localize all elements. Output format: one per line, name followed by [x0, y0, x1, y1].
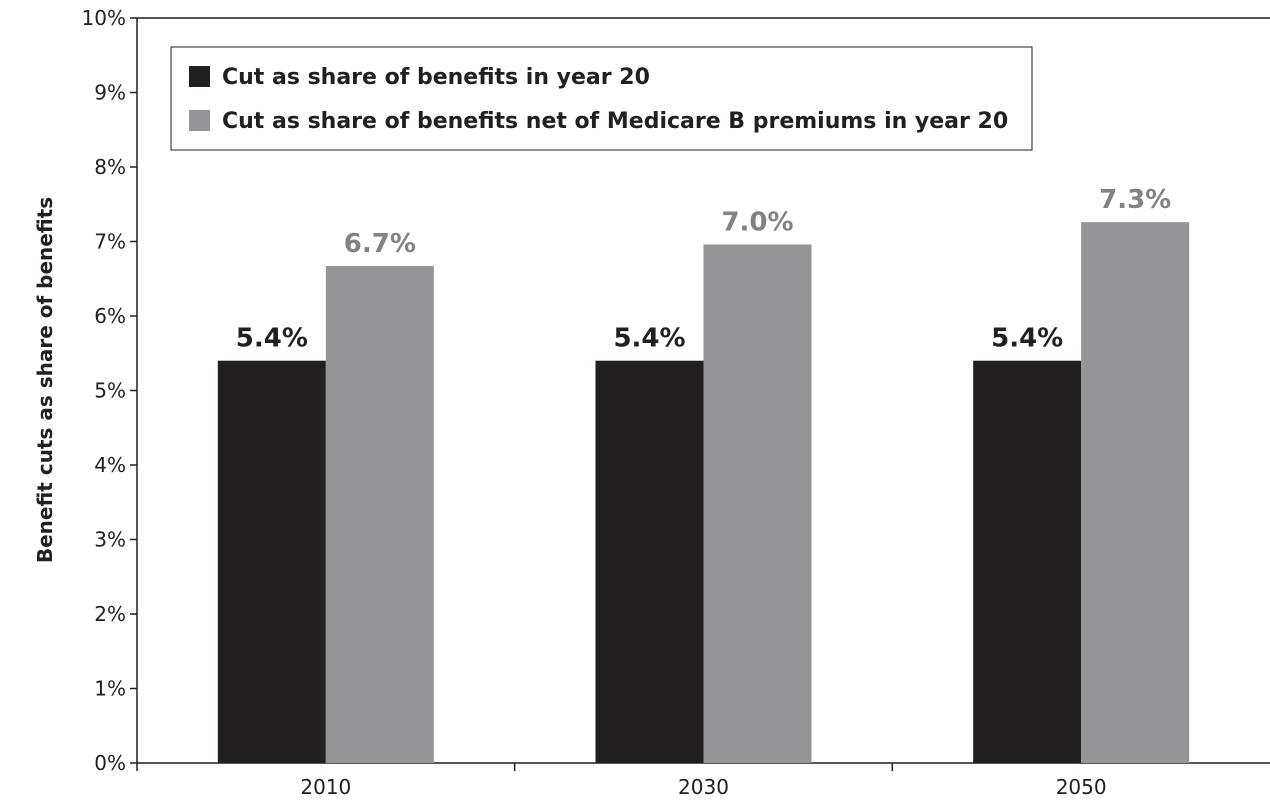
data-label-series-1-2030: 5.4%	[613, 324, 685, 354]
legend-label-series-1: Cut as share of benefits in year 20	[222, 65, 650, 90]
bar-series-2-2010	[325, 266, 434, 763]
legend-swatch-series-1	[189, 66, 210, 87]
y-tick-label: 3%	[94, 528, 126, 552]
y-tick-label: 7%	[94, 230, 126, 254]
x-tick-label: 2010	[300, 775, 351, 799]
legend: Cut as share of benefits in year 20 Cut …	[170, 46, 1033, 151]
x-tick-label: 2050	[1056, 775, 1107, 799]
data-labels: 5.4% 6.7% 5.4% 7.0% 5.4% 7.3%	[236, 185, 1171, 354]
bars	[217, 222, 1190, 764]
data-label-series-1-2050: 5.4%	[991, 324, 1063, 354]
data-label-series-2-2050: 7.3%	[1099, 185, 1171, 215]
y-tick-label: 4%	[94, 453, 126, 477]
legend-label-series-2: Cut as share of benefits net of Medicare…	[222, 109, 1008, 134]
x-ticks: 2010 2030 2050	[136, 763, 1107, 799]
y-tick-label: 0%	[94, 751, 126, 775]
data-label-series-2-2010: 6.7%	[344, 229, 416, 259]
bar-series-1-2030	[595, 360, 704, 763]
y-tick-label: 2%	[94, 602, 126, 626]
bar-series-1-2050	[973, 360, 1082, 763]
x-tick-label: 2030	[678, 775, 729, 799]
axes: 0% 1% 2% 3% 4% 5% 6% 7% 8% 9% 10% 2010 2030 2050	[82, 6, 1270, 799]
data-label-series-1-2010: 5.4%	[236, 324, 308, 354]
legend-swatch-series-2	[189, 110, 210, 131]
bar-series-2-2030	[703, 244, 812, 764]
y-axis-label: Benefit cuts as share of benefits	[33, 197, 57, 563]
y-tick-label: 10%	[82, 6, 126, 30]
data-label-series-2-2030: 7.0%	[721, 207, 793, 237]
legend-box	[170, 46, 1033, 151]
y-tick-label: 1%	[94, 677, 126, 701]
y-tick-label: 8%	[94, 155, 126, 179]
bar-series-1-2010	[217, 360, 326, 763]
y-tick-label: 6%	[94, 304, 126, 328]
y-ticks: 0% 1% 2% 3% 4% 5% 6% 7% 8% 9% 10%	[82, 6, 137, 775]
bar-series-2-2050	[1081, 222, 1190, 763]
y-tick-label: 5%	[94, 379, 126, 403]
y-tick-label: 9%	[94, 81, 126, 105]
